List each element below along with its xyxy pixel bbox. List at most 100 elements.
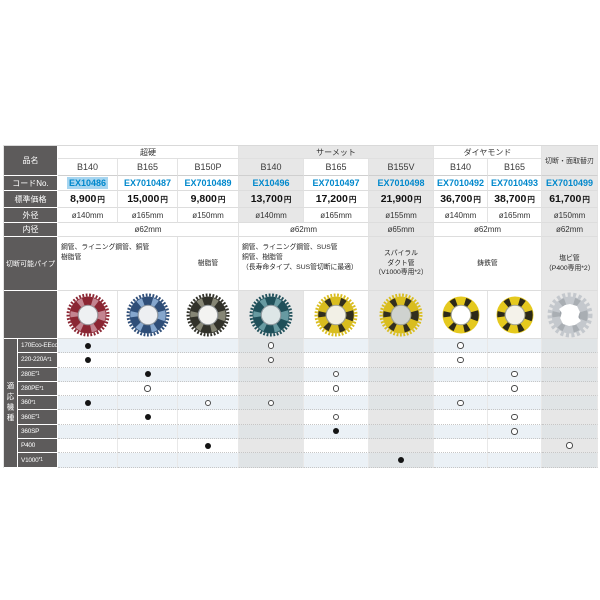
outer-diameter: ø165mm <box>488 208 542 223</box>
open-circle <box>332 370 340 378</box>
machine-label-360: 360 *1 <box>18 396 58 411</box>
mark-cell <box>542 353 598 368</box>
model-name: B150P <box>178 159 239 176</box>
blade-b165-diamond <box>488 291 542 339</box>
yen-suffix: 円 <box>283 194 292 204</box>
outer-diameter: ø140mm <box>239 208 304 223</box>
mark-cell <box>58 439 118 454</box>
open-circle <box>511 428 518 435</box>
machine-name: 220-220A <box>21 356 48 364</box>
mark-cell <box>178 424 239 440</box>
mark-cell <box>239 396 304 411</box>
mark-cell <box>304 367 369 382</box>
blade-b165-carbide <box>118 291 178 339</box>
mark-cell <box>118 410 178 425</box>
machine-name: 360SP <box>21 427 40 435</box>
model-name: B165 <box>304 159 369 176</box>
blade-b155v-image <box>379 293 423 336</box>
pipe-types: スパイラル ダクト管 （V1000専用*2） <box>369 237 434 291</box>
filled-dot <box>84 342 91 349</box>
inner-diameter: ø62mm <box>239 223 369 237</box>
price: 9,800 円 <box>178 191 239 208</box>
mark-cell <box>118 381 178 397</box>
blade-b165-cermet <box>304 291 369 339</box>
blade-b140-diamond <box>434 291 488 339</box>
outer-diameter: ø140mm <box>434 208 488 223</box>
code-number: EX7010492 <box>434 176 488 191</box>
price-value: 15,000 <box>127 193 160 205</box>
filled-dot <box>84 356 91 363</box>
machine-name: V1000 <box>21 456 39 464</box>
blade-b140-diamond-image <box>442 296 479 333</box>
inner-diameter: ø62mm <box>434 223 542 237</box>
blade-b165-carbide-image <box>126 293 169 336</box>
mark-cell <box>178 367 239 382</box>
mark-cell <box>488 439 542 454</box>
mark-cell <box>542 339 598 354</box>
machine-name: 360 <box>21 399 32 407</box>
open-circle <box>457 356 464 364</box>
mark-cell <box>58 453 118 468</box>
row-label-compatible-machines: 適応機種 <box>4 339 18 468</box>
outer-diameter: ø140mm <box>58 208 118 223</box>
yen-suffix: 円 <box>413 194 422 204</box>
mark-cell <box>304 453 369 468</box>
code-number: EX7010489 <box>178 176 239 191</box>
highlighted-code: EX10486 <box>66 177 109 189</box>
mark-cell <box>304 339 369 354</box>
mark-cell <box>178 381 239 397</box>
model-name: B140 <box>58 159 118 176</box>
row-label-product-name: 品名 <box>4 146 58 176</box>
yen-suffix: 円 <box>97 194 105 204</box>
price-value: 13,700 <box>250 193 283 205</box>
machine-label-280e: 280E *1 <box>18 367 58 382</box>
outer-diameter: ø165mm <box>118 208 178 223</box>
mark-cell <box>434 439 488 454</box>
mark-cell <box>58 381 118 397</box>
filled-dot <box>333 428 339 435</box>
price-value: 17,200 <box>315 193 348 205</box>
mark-cell <box>434 453 488 468</box>
open-circle <box>457 342 464 349</box>
filled-dot <box>84 399 91 406</box>
mark-cell <box>58 367 118 382</box>
pipe-types: 鋼管、ライニング鋼管、銅管 樹脂管 <box>58 237 178 291</box>
blade-b140-cermet <box>239 291 304 339</box>
mark-cell <box>434 367 488 382</box>
mark-cell <box>178 353 239 368</box>
machine-label-360sp: 360SP <box>18 424 58 440</box>
mark-cell <box>542 439 598 454</box>
yen-suffix: 円 <box>582 194 590 204</box>
mark-cell <box>369 367 434 382</box>
mark-cell <box>434 424 488 440</box>
mark-cell <box>118 453 178 468</box>
price-value: 36,700 <box>440 193 473 205</box>
blade-b140-carbide-image <box>66 293 109 336</box>
blade-b155v <box>369 291 434 339</box>
row-label-code-no: コードNo. <box>4 176 58 191</box>
mark-cell <box>304 353 369 368</box>
price-value: 38,700 <box>494 193 527 205</box>
mark-cell <box>369 381 434 397</box>
mark-cell <box>542 381 598 397</box>
code-number: EX7010499 <box>542 176 598 191</box>
open-circle <box>267 342 275 349</box>
mark-cell <box>239 367 304 382</box>
mark-cell <box>488 367 542 382</box>
pipe-types: 鋳鉄管 <box>434 237 542 291</box>
mark-cell <box>369 410 434 425</box>
mark-cell <box>58 410 118 425</box>
mark-cell <box>542 453 598 468</box>
price-value: 8,900 <box>70 193 97 205</box>
machine-label-280pe: 280PE *1 <box>18 381 58 397</box>
mark-cell <box>178 339 239 354</box>
product-spec-table: 品名 超硬 サーメット ダイヤモンド 切断・面取替刃 B140 B165 B15… <box>3 145 598 468</box>
price: 8,900 円 <box>58 191 118 208</box>
mark-cell <box>369 424 434 440</box>
mark-cell <box>58 339 118 354</box>
group-header-diamond: ダイヤモンド <box>434 146 542 159</box>
price: 36,700 円 <box>434 191 488 208</box>
machine-name: P400 <box>21 442 36 450</box>
mark-cell <box>178 410 239 425</box>
mark-cell <box>178 453 239 468</box>
